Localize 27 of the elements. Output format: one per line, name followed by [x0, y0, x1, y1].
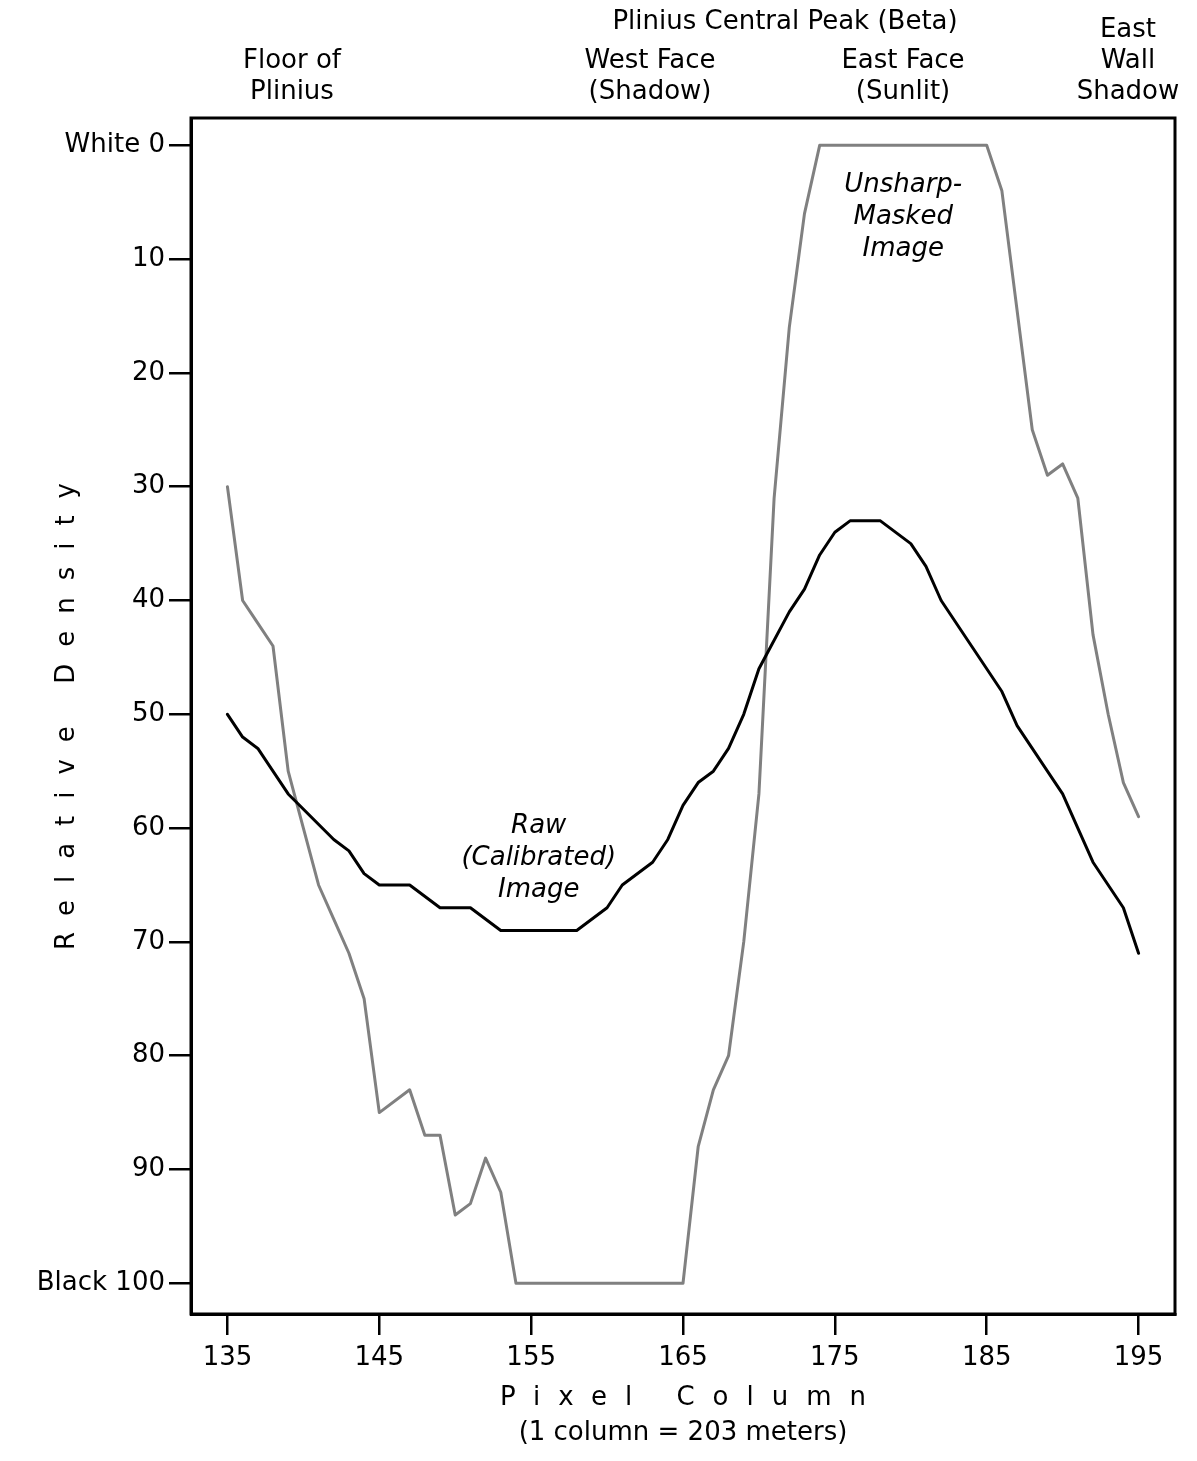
- text: Floor of Plinius: [242, 44, 342, 106]
- x-tick-label: 185: [961, 1341, 1012, 1372]
- text: East Wall Shadow: [1076, 13, 1180, 106]
- text: East Face (Sunlit): [841, 44, 965, 106]
- series-label: Unsharp- Masked Image: [844, 168, 963, 263]
- x-tick-label: 145: [354, 1341, 405, 1372]
- x-tick-label: 135: [202, 1341, 253, 1372]
- text: West Face (Shadow): [584, 44, 716, 106]
- y-tick-label: 10: [131, 241, 165, 272]
- y-tick-label: White 0: [64, 128, 165, 159]
- y-tick-label: 30: [131, 469, 165, 500]
- y-tick-label: 70: [131, 924, 165, 955]
- series-label: Raw (Calibrated) Image: [461, 809, 617, 904]
- x-tick-label: 195: [1113, 1341, 1164, 1372]
- y-tick-label: 20: [131, 355, 165, 386]
- x-tick-label: 175: [810, 1341, 860, 1372]
- y-tick-label: 50: [131, 697, 165, 728]
- y-axis-title: Relative Density: [49, 466, 80, 950]
- text: Plinius Central Peak (Beta): [612, 5, 958, 36]
- y-tick-label: 90: [131, 1152, 165, 1183]
- x-axis-title: Pixel Column (1 column = 203 meters): [500, 1380, 884, 1446]
- x-tick-label: 155: [506, 1341, 556, 1372]
- y-tick-label: 40: [131, 583, 165, 614]
- y-tick-label: 80: [131, 1038, 165, 1069]
- x-tick-label: 165: [658, 1341, 708, 1372]
- y-tick-label: Black 100: [36, 1266, 165, 1297]
- y-tick-label: 60: [131, 810, 165, 841]
